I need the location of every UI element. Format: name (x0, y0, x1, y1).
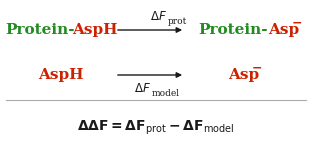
Text: $\Delta F$: $\Delta F$ (150, 10, 167, 22)
Text: Protein-: Protein- (198, 23, 268, 37)
Text: Asp: Asp (268, 23, 299, 37)
Text: −: − (292, 17, 303, 30)
Text: $\Delta F$: $\Delta F$ (134, 83, 151, 96)
Text: $\mathbf{\Delta\Delta}$$\mathbf{F}$$\mathbf{= \Delta F_\mathrm{prot} - \Delta F_: $\mathbf{\Delta\Delta}$$\mathbf{F}$$\mat… (77, 119, 235, 137)
Text: Asp: Asp (228, 68, 259, 82)
Text: Protein-: Protein- (5, 23, 75, 37)
Text: AspH: AspH (72, 23, 118, 37)
Text: model: model (152, 90, 180, 98)
Text: prot: prot (168, 17, 188, 25)
Text: AspH: AspH (38, 68, 84, 82)
Text: −: − (252, 62, 262, 74)
